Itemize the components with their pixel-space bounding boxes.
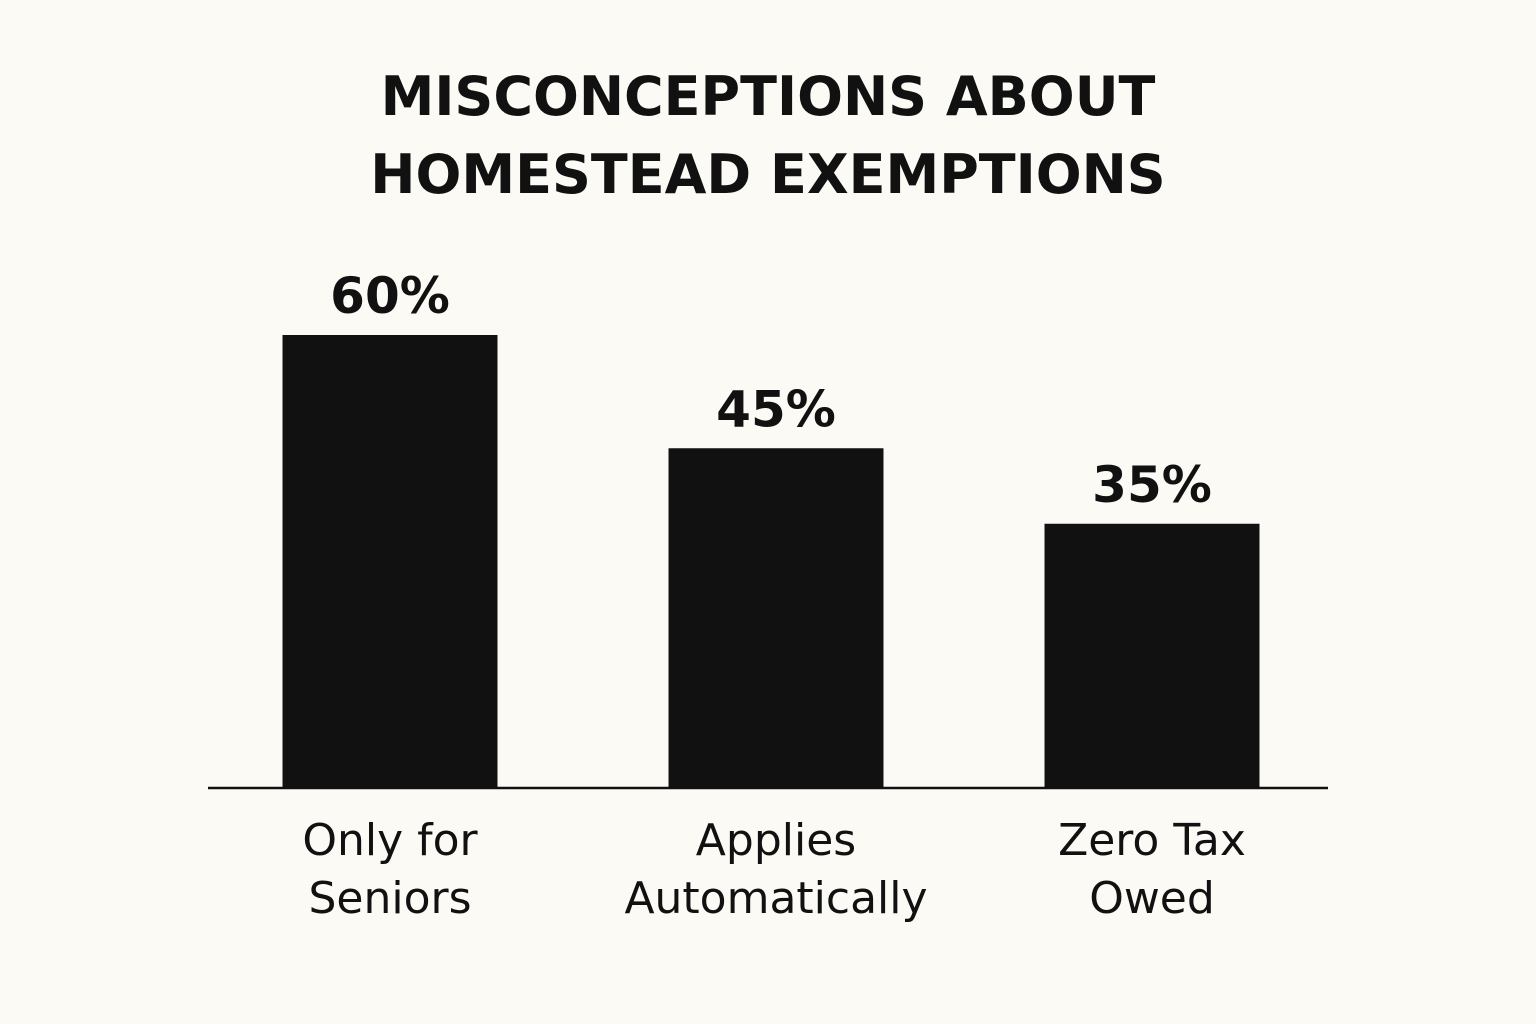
x-tick-label: Only for Seniors — [302, 815, 478, 924]
bar — [282, 335, 498, 788]
value-label: 45% — [716, 380, 836, 438]
bar — [1044, 523, 1260, 788]
value-label: 35% — [1092, 456, 1212, 514]
value-label: 60% — [330, 267, 450, 325]
x-tick-label: Applies Automatically — [624, 815, 928, 924]
bar — [668, 448, 884, 788]
x-tick-label: Zero Tax Owed — [1058, 815, 1246, 924]
chart-title: MISCONCEPTIONS ABOUT HOMESTEAD EXEMPTION… — [370, 65, 1166, 206]
